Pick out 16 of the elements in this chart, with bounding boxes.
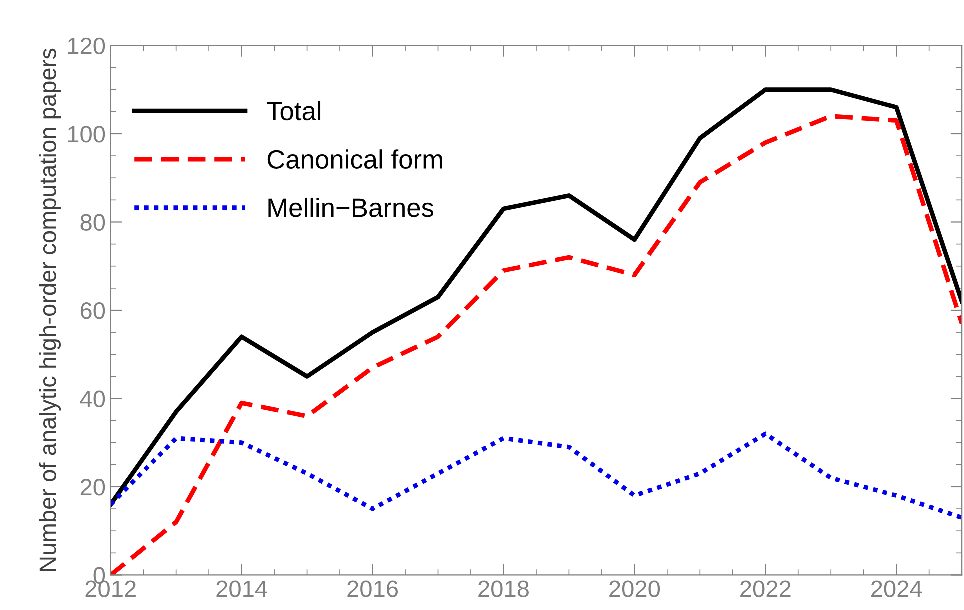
- legend-label: Total: [267, 101, 321, 121]
- y-axis-title: Number of analytic high-order computation papers: [39, 48, 62, 572]
- y-tick-label: 100: [68, 126, 106, 143]
- legend-label: Canonical form: [268, 150, 442, 169]
- y-tick-label: 60: [80, 302, 106, 320]
- x-tick-label: 2016: [348, 580, 398, 598]
- x-tick-label: 2020: [610, 580, 660, 598]
- x-tick-label: 2018: [478, 580, 529, 598]
- y-tick-label: 80: [80, 214, 106, 232]
- x-tick-label: 2014: [216, 580, 268, 598]
- y-tick-label: 120: [68, 38, 106, 55]
- legend-label: Mellin−Barnes: [268, 198, 434, 218]
- x-tick-label: 2024: [872, 580, 922, 598]
- y-tick-label: 20: [80, 479, 106, 496]
- x-tick-label: 2022: [740, 580, 791, 598]
- y-tick-label: 40: [80, 390, 106, 408]
